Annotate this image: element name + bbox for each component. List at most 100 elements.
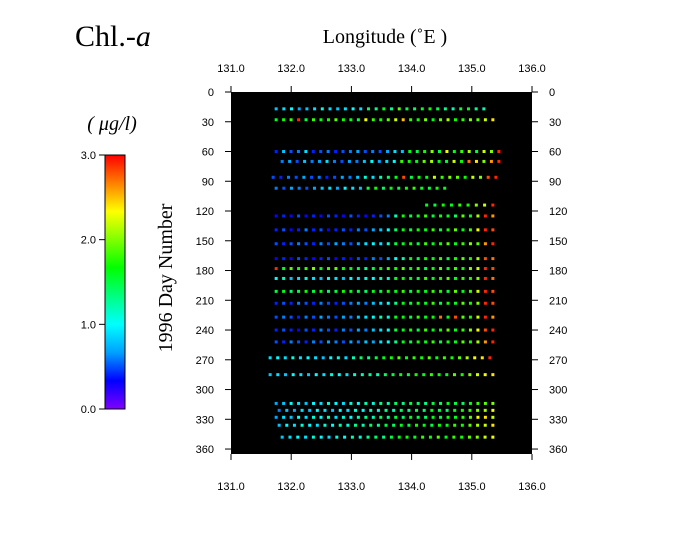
data-point [401, 401, 405, 405]
data-point [374, 107, 378, 111]
y-tick-label-left: 120 [196, 206, 214, 218]
data-point [424, 118, 428, 122]
data-point [282, 150, 286, 154]
data-point [319, 435, 323, 439]
data-point [334, 228, 338, 232]
data-point [341, 340, 345, 344]
data-point [282, 107, 286, 111]
x-tick-label-top: 132.0 [277, 63, 305, 75]
data-point [297, 257, 301, 261]
data-point [476, 276, 480, 280]
x-tick-label-top: 136.0 [518, 63, 546, 75]
data-point [422, 373, 426, 377]
x-tick-label-bottom: 132.0 [277, 481, 305, 493]
data-point [443, 186, 447, 190]
data-point [401, 289, 405, 293]
data-point [394, 118, 398, 122]
data-point [274, 315, 278, 319]
data-point [319, 289, 323, 293]
data-point [405, 107, 409, 111]
data-point [297, 186, 301, 190]
data-point [424, 315, 428, 319]
data-point [386, 276, 390, 280]
data-point [467, 150, 471, 154]
data-point [424, 328, 428, 332]
data-point [442, 356, 446, 360]
y-tick-label-right: 150 [549, 236, 567, 248]
data-point [274, 186, 278, 190]
data-point [355, 159, 359, 163]
data-point [340, 175, 344, 179]
data-point [468, 315, 472, 319]
data-point [449, 203, 453, 207]
data-point [468, 214, 472, 218]
data-point [416, 228, 420, 232]
data-point [314, 373, 318, 377]
data-point [454, 289, 457, 293]
data-point [330, 373, 334, 377]
data-point [386, 401, 390, 405]
data-point [394, 175, 398, 179]
data-point [371, 276, 375, 280]
data-point [295, 159, 299, 163]
data-point [349, 214, 353, 218]
data-point [371, 340, 375, 344]
data-point [297, 242, 301, 246]
data-point [334, 150, 338, 154]
data-point [483, 242, 487, 246]
data-point [409, 301, 413, 305]
data-point [422, 408, 426, 412]
data-point [431, 328, 435, 332]
data-point [483, 373, 487, 377]
data-point [289, 267, 293, 271]
x-tick-label-top: 134.0 [398, 63, 426, 75]
data-point [454, 276, 457, 280]
data-point [409, 340, 413, 344]
data-point [268, 356, 272, 360]
data-point [304, 435, 308, 439]
data-point [307, 373, 311, 377]
data-point [379, 242, 383, 246]
data-point [379, 228, 383, 232]
data-point [304, 289, 308, 293]
data-point [297, 415, 301, 419]
data-point [412, 186, 416, 190]
data-point [374, 435, 378, 439]
data-point [446, 415, 450, 419]
data-point [336, 107, 340, 111]
data-point [319, 257, 323, 261]
data-point [445, 373, 449, 377]
data-point [479, 175, 483, 179]
data-point [274, 301, 278, 305]
data-point [349, 301, 353, 305]
data-point [326, 150, 330, 154]
data-point [416, 415, 420, 419]
data-point [371, 175, 375, 179]
data-point [476, 267, 480, 271]
data-point [425, 175, 429, 179]
data-point [491, 276, 495, 280]
data-point [491, 203, 495, 207]
data-point [424, 401, 428, 405]
data-point [282, 242, 286, 246]
data-point [376, 423, 380, 427]
data-point [468, 340, 472, 344]
data-point [274, 415, 278, 419]
data-point [491, 435, 495, 439]
data-point [325, 159, 329, 163]
data-point [319, 214, 323, 218]
data-point [446, 301, 450, 305]
data-point [460, 423, 464, 427]
data-point [476, 328, 480, 332]
data-point [326, 276, 330, 280]
data-point [483, 315, 487, 319]
data-point [297, 328, 301, 332]
data-point [333, 175, 337, 179]
data-point [459, 107, 463, 111]
data-point [280, 435, 284, 439]
data-point [431, 242, 435, 246]
data-point [437, 159, 441, 163]
data-point [385, 159, 389, 163]
data-point [409, 415, 413, 419]
data-point [306, 356, 310, 360]
